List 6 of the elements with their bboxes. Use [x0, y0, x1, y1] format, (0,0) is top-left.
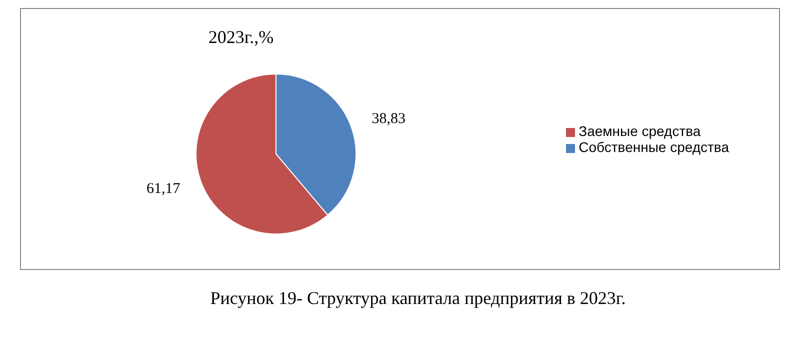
data-label: 61,17: [146, 181, 181, 198]
legend-label: Заемные средства: [578, 123, 701, 139]
legend-label: Собственные средства: [578, 139, 729, 155]
text: Рисунок 19- Структура капитала предприятия в 2023г.: [209, 287, 627, 310]
data-label: 38,83: [372, 110, 406, 127]
chart-title: 2023г.,%: [207, 27, 275, 48]
